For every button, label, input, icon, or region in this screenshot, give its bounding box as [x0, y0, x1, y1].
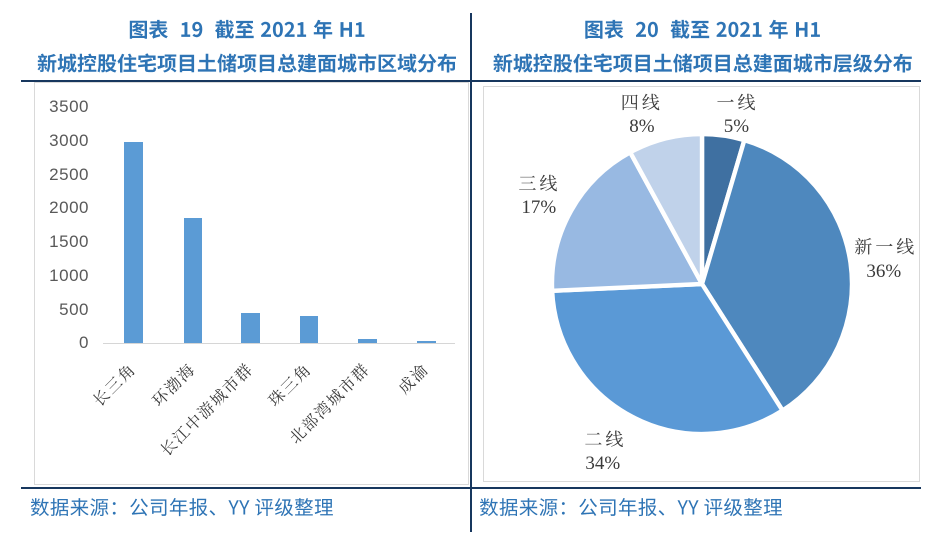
svg-text:34%: 34% [585, 453, 620, 474]
svg-text:5%: 5% [724, 116, 750, 137]
svg-text:17%: 17% [521, 197, 556, 218]
svg-text:36%: 36% [866, 261, 901, 282]
svg-text:8%: 8% [629, 116, 655, 137]
